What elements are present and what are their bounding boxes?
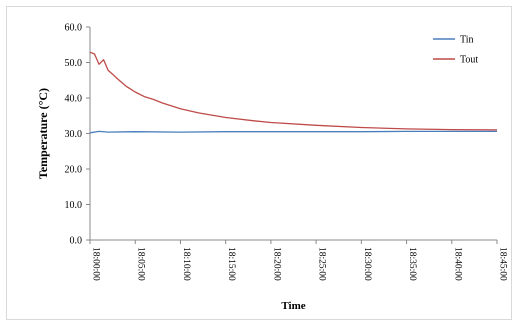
x-tick-label: 18:15:00 [226, 247, 236, 281]
series-line-tin [89, 130, 497, 134]
x-tick-label: 18:30:00 [362, 247, 372, 281]
y-tick-label: 40.0 [65, 94, 83, 105]
y-tick-label: 50.0 [65, 58, 83, 69]
y-tick-label: 10.0 [65, 200, 83, 211]
legend-label-tin: Tin [460, 35, 474, 46]
y-axis-ticks: 0.0 10.0 20.0 30.0 40.0 50.0 60.0 [65, 23, 90, 247]
x-axis-title: Time [281, 300, 305, 312]
legend-label-tout: Tout [460, 55, 478, 66]
x-tick-label: 18:20:00 [271, 247, 281, 281]
x-tick-label: 18:25:00 [317, 247, 327, 281]
series-layer [89, 51, 498, 134]
y-tick-label: 0.0 [70, 236, 83, 247]
x-tick-label: 18:45:00 [498, 247, 508, 281]
x-tick-label: 18:10:00 [181, 247, 191, 281]
y-tick-label: 60.0 [65, 23, 83, 34]
x-tick-label: 18:40:00 [452, 247, 462, 281]
series-line-tout [89, 51, 498, 131]
legend: Tin Tout [433, 35, 478, 66]
x-tick-label: 18:05:00 [136, 247, 146, 281]
x-axis-ticks: 18:00:00 18:05:00 18:10:00 18:15:00 18:20:00… [89, 240, 508, 281]
y-tick-label: 30.0 [65, 129, 83, 140]
y-axis-title: Temperature (°C) [36, 88, 50, 179]
x-tick-label: 18:35:00 [407, 247, 417, 281]
y-tick-label: 20.0 [65, 165, 83, 176]
x-tick-label: 18:00:00 [91, 247, 101, 281]
